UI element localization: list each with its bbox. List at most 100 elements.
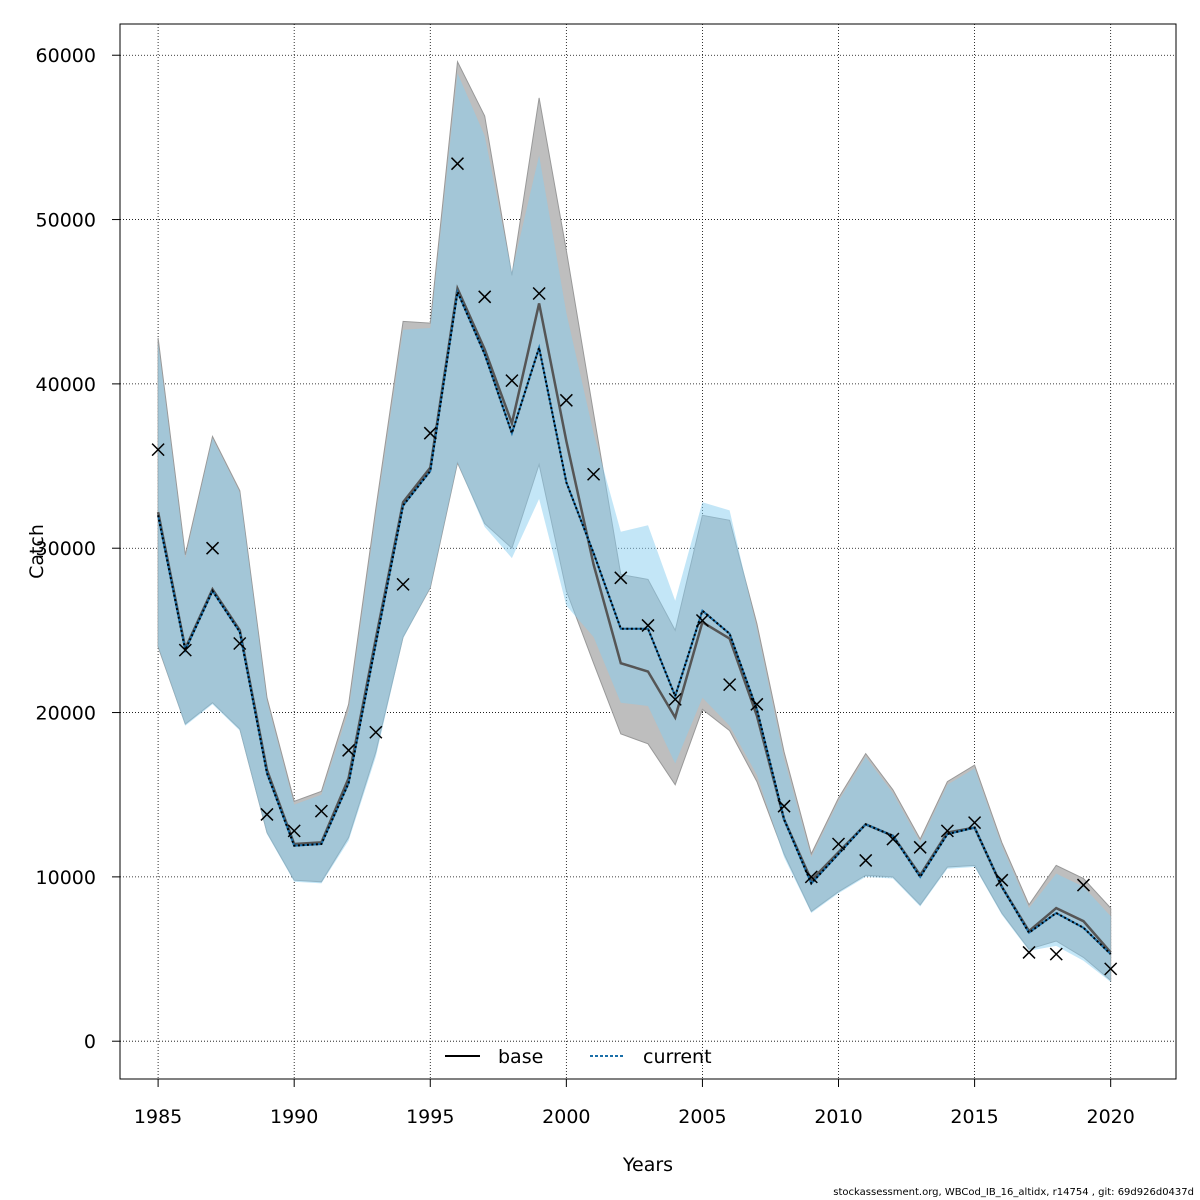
observed-point [423, 426, 437, 440]
observed-point-stroke [314, 804, 328, 818]
observed-point [668, 692, 682, 706]
observed-point [1104, 962, 1118, 976]
x-tick-label: 1995 [406, 1106, 454, 1128]
observed-point-stroke [750, 697, 764, 711]
observed-point [641, 618, 655, 632]
observed-point [695, 613, 709, 628]
observed-point-stroke [940, 824, 954, 838]
x-axis-title: Years [622, 1154, 673, 1176]
y-tick-label: 20000 [36, 703, 96, 725]
observed-point-stroke [995, 873, 1009, 887]
observed-point-stroke [968, 816, 982, 830]
observed-point-stroke [913, 840, 927, 854]
observed-point-stroke [505, 374, 519, 388]
x-tick-label: 1990 [270, 1106, 318, 1128]
observed-point [587, 467, 601, 481]
observed-point [750, 697, 764, 711]
y-axis-title: Catch [26, 524, 48, 579]
observed-point [369, 725, 383, 739]
x-tick-label: 2015 [950, 1106, 998, 1128]
observed-point [559, 393, 573, 407]
observed-point [450, 157, 465, 171]
observed-point [995, 873, 1009, 887]
observed-point-stroke [641, 618, 655, 632]
observed-point [614, 571, 628, 585]
x-tick-label: 2005 [678, 1106, 726, 1128]
observed-point-stroke [777, 799, 791, 813]
confidence-bands [157, 60, 1112, 983]
observed-point-stroke [423, 426, 437, 440]
band-current [158, 73, 1111, 983]
legend-current-label: current [643, 1046, 712, 1068]
observed-point [151, 443, 165, 457]
observed-markers [151, 157, 1118, 976]
observed-point [287, 824, 301, 838]
observed-point [206, 541, 220, 555]
observed-point-stroke [1049, 947, 1063, 961]
observed-point [859, 853, 873, 867]
observed-point [777, 799, 791, 813]
observed-point-stroke [532, 286, 546, 301]
y-tick-label: 30000 [36, 538, 96, 560]
observed-point [1022, 945, 1036, 959]
observed-point [478, 290, 492, 304]
observed-point [886, 832, 900, 846]
x-tick-label: 2010 [814, 1106, 862, 1128]
series-lines [156, 284, 1112, 955]
observed-point [396, 577, 410, 591]
footer-credit: stockassessment.org, WBCod_IB_16_altidx,… [833, 1187, 1194, 1198]
y-tick-label: 10000 [36, 867, 96, 889]
observed-point-stroke [723, 678, 737, 692]
y-tick-label: 40000 [36, 374, 96, 396]
x-tick-label: 1985 [134, 1106, 182, 1128]
observed-point [723, 678, 737, 692]
x-tick-label: 2020 [1087, 1106, 1135, 1128]
observed-point [831, 837, 846, 851]
observed-point-stroke [396, 577, 410, 591]
observed-point [532, 286, 546, 301]
observed-point [342, 743, 356, 757]
observed-point-stroke [587, 467, 601, 481]
observed-point [505, 374, 519, 388]
observed-point-stroke [668, 692, 682, 706]
line-base [156, 284, 1112, 954]
observed-point-stroke [804, 870, 818, 884]
x-axis: 1985 1990 1995 2000 2005 2010 2015 2020 [134, 1078, 1135, 1128]
observed-point-stroke [151, 443, 165, 457]
observed-point-stroke [369, 725, 383, 739]
y-tick-label: 60000 [36, 45, 96, 67]
observed-point [314, 804, 328, 818]
y-axis: 0 10000 20000 30000 40000 50000 60000 [36, 45, 120, 1053]
grid-lines [120, 24, 1176, 1079]
observed-point-stroke [1076, 878, 1090, 892]
observed-point [968, 816, 982, 830]
observed-point [1076, 878, 1090, 892]
x-tick-label: 2000 [542, 1106, 590, 1128]
observed-point [178, 643, 192, 657]
observed-point-stroke [260, 807, 274, 821]
observed-point [1049, 947, 1063, 961]
observed-point-stroke [1022, 945, 1036, 959]
observed-point-stroke [478, 290, 492, 304]
observed-point-stroke [859, 853, 873, 867]
observed-point-stroke [287, 824, 301, 838]
observed-point [260, 807, 274, 821]
observed-point-stroke [614, 571, 628, 585]
observed-point-stroke [342, 743, 356, 757]
observed-point [940, 824, 954, 838]
observed-point-stroke [450, 157, 465, 171]
observed-point-stroke [1104, 962, 1118, 976]
observed-point [233, 636, 247, 651]
observed-point-stroke [178, 643, 192, 657]
line-current [157, 288, 1112, 955]
y-tick-label: 0 [84, 1031, 96, 1053]
legend: base current [445, 1046, 712, 1068]
observed-point-stroke [831, 837, 846, 851]
y-tick-label: 50000 [36, 210, 96, 232]
observed-point [804, 870, 818, 884]
observed-point-stroke [886, 832, 900, 846]
observed-point [913, 840, 927, 854]
observed-point-stroke [233, 636, 247, 651]
legend-base-label: base [498, 1046, 543, 1068]
